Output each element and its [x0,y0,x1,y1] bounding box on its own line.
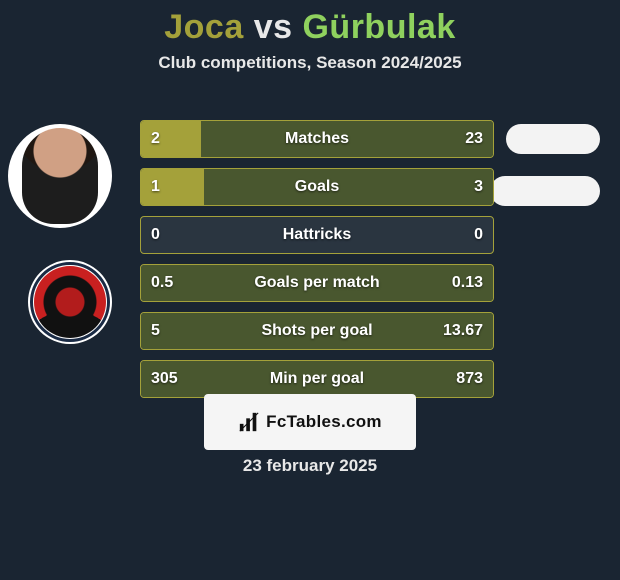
player1-club-badge [28,260,112,344]
player1-avatar [8,124,112,228]
title-player1: Joca [164,8,244,46]
stat-value-right: 23 [465,121,483,157]
stat-value-right: 873 [456,361,483,397]
stat-label: Shots per goal [141,313,493,349]
brand-text: FcTables.com [266,412,382,432]
stat-label: Matches [141,121,493,157]
title-vs: vs [254,8,293,46]
stat-value-right: 13.67 [443,313,483,349]
stat-label: Min per goal [141,361,493,397]
stat-row-goals-per-match: 0.5Goals per match0.13 [140,264,494,302]
subtitle: Club competitions, Season 2024/2025 [0,53,620,73]
stat-row-shots-per-goal: 5Shots per goal13.67 [140,312,494,350]
comparison-card: Joca vs Gürbulak Club competitions, Seas… [0,0,620,580]
title-player2: Gürbulak [302,8,455,46]
title: Joca vs Gürbulak [0,0,620,47]
stat-row-goals: 1Goals3 [140,168,494,206]
stat-row-matches: 2Matches23 [140,120,494,158]
snapshot-date: 23 february 2025 [0,456,620,476]
stat-label: Hattricks [141,217,493,253]
stat-value-right: 0.13 [452,265,483,301]
player2-avatar-placeholder [506,124,600,154]
brand-badge: FcTables.com [204,394,416,450]
stat-value-right: 0 [474,217,483,253]
bar-chart-icon [238,411,260,433]
stat-row-hattricks: 0Hattricks0 [140,216,494,254]
stat-label: Goals [141,169,493,205]
stat-value-right: 3 [474,169,483,205]
stat-row-min-per-goal: 305Min per goal873 [140,360,494,398]
stat-label: Goals per match [141,265,493,301]
player2-club-badge-placeholder [490,176,600,206]
stat-rows: 2Matches23 1Goals3 0Hattricks0 0.5Goals per… [140,120,494,408]
